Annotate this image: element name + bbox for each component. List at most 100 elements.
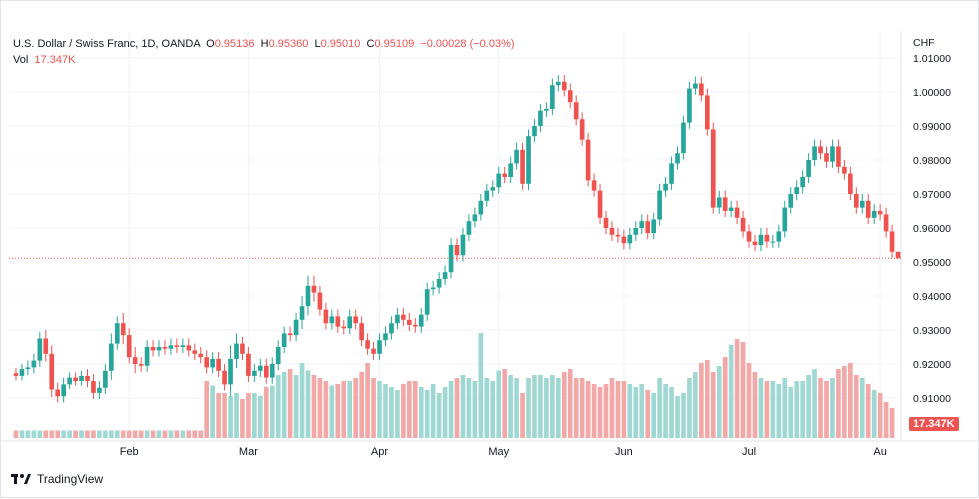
volume-bar	[97, 430, 102, 438]
volume-bar	[573, 378, 579, 438]
volume-bar	[216, 393, 221, 438]
candle-body	[460, 234, 466, 256]
volume-bar	[746, 363, 752, 438]
candle-body	[55, 389, 61, 397]
volume-bar	[150, 430, 156, 438]
candle-body	[424, 289, 430, 315]
volume-bar	[73, 430, 78, 438]
volume-bar	[234, 393, 239, 438]
candle-body	[871, 211, 877, 218]
candle-body	[865, 200, 871, 218]
change-value: −0.00028 (−0.03%)	[420, 38, 515, 50]
candle-body	[532, 126, 537, 137]
volume-bar	[305, 370, 311, 438]
volume-bars	[13, 333, 895, 438]
volume-bar	[466, 378, 472, 438]
volume-bar	[508, 375, 513, 438]
candle-body	[591, 180, 597, 191]
candle-body	[657, 190, 662, 220]
candle-body	[830, 146, 835, 162]
volume-bar	[406, 381, 412, 438]
volume-bar	[812, 369, 817, 438]
volume-bar	[186, 430, 192, 438]
candle-body	[567, 90, 573, 103]
volume-bar	[460, 375, 466, 438]
footer-brand[interactable]: TradingView	[11, 472, 103, 486]
volume-bar	[615, 381, 621, 438]
volume-bar	[806, 375, 811, 438]
volume-bar	[37, 430, 43, 438]
candle-body	[228, 358, 233, 385]
volume-bar	[704, 360, 710, 438]
candle-body	[299, 306, 305, 320]
tradingview-logo-icon	[11, 474, 31, 484]
volume-bar	[633, 387, 639, 438]
candle-body	[287, 333, 293, 336]
candle-body	[180, 345, 186, 347]
candle-body	[186, 345, 192, 351]
volume-bar	[120, 430, 126, 438]
volume-bar	[859, 378, 865, 438]
candle-body	[782, 207, 788, 232]
candle-body	[633, 228, 639, 235]
volume-bar	[520, 393, 525, 438]
ohlc-legend: U.S. Dollar / Swiss Franc, 1D, OANDA O0.…	[13, 36, 515, 52]
volume-bar	[335, 384, 341, 438]
candle-body	[371, 348, 376, 354]
x-tick-label: Feb	[120, 446, 139, 458]
candle-body	[258, 365, 263, 371]
volume-bar	[770, 381, 776, 438]
candle-body	[544, 109, 549, 111]
candle-body	[91, 381, 96, 393]
volume-bar	[31, 430, 37, 438]
volume-bar	[836, 369, 841, 438]
volume-bar	[490, 381, 496, 438]
volume-bar	[156, 430, 162, 438]
candle-body	[687, 88, 692, 123]
candle-body	[615, 234, 621, 237]
x-tick-label: May	[488, 446, 509, 458]
y-tick-label: 0.96000	[913, 223, 951, 235]
candle-body	[114, 323, 120, 344]
x-tick-label: Jul	[742, 446, 756, 458]
candle-body	[603, 217, 609, 228]
y-tick-label: 0.97000	[913, 189, 951, 201]
candle-body	[728, 207, 734, 211]
candle-body	[627, 234, 633, 244]
volume-bar	[788, 387, 794, 438]
volume-bar	[79, 430, 84, 438]
volume-bar	[323, 381, 329, 438]
volume-bar	[103, 430, 108, 438]
volume-bar	[287, 369, 293, 438]
volume-bar	[448, 381, 454, 438]
volume-bar	[341, 381, 347, 438]
candle-body	[555, 81, 561, 86]
open-value: 0.95136	[214, 38, 255, 50]
volume-bar	[699, 363, 704, 438]
volume-bar	[538, 375, 543, 438]
volume-bar	[758, 378, 764, 438]
open-label: O	[206, 38, 215, 50]
volume-bar	[109, 430, 114, 438]
candle-body	[103, 370, 108, 388]
grid-lines	[1, 31, 979, 442]
candle-body	[234, 343, 239, 359]
candle-body	[13, 373, 19, 376]
candle-body	[877, 211, 883, 215]
candle-body	[794, 187, 800, 194]
candle-body	[323, 309, 329, 324]
candle-body	[222, 370, 227, 385]
candle-body	[252, 370, 257, 376]
high-value: 0.95360	[268, 38, 309, 50]
x-tick-label: Apr	[371, 446, 388, 458]
candle-body	[353, 316, 359, 324]
y-tick-label: 1.00000	[913, 87, 951, 99]
candle-body	[484, 190, 490, 201]
symbol-title: U.S. Dollar / Swiss Franc, 1D, OANDA	[13, 38, 201, 50]
volume-bar	[681, 393, 686, 438]
volume-bar	[91, 430, 96, 438]
last-volume-badge: 17.347K	[909, 417, 959, 431]
candle-body	[800, 177, 805, 188]
